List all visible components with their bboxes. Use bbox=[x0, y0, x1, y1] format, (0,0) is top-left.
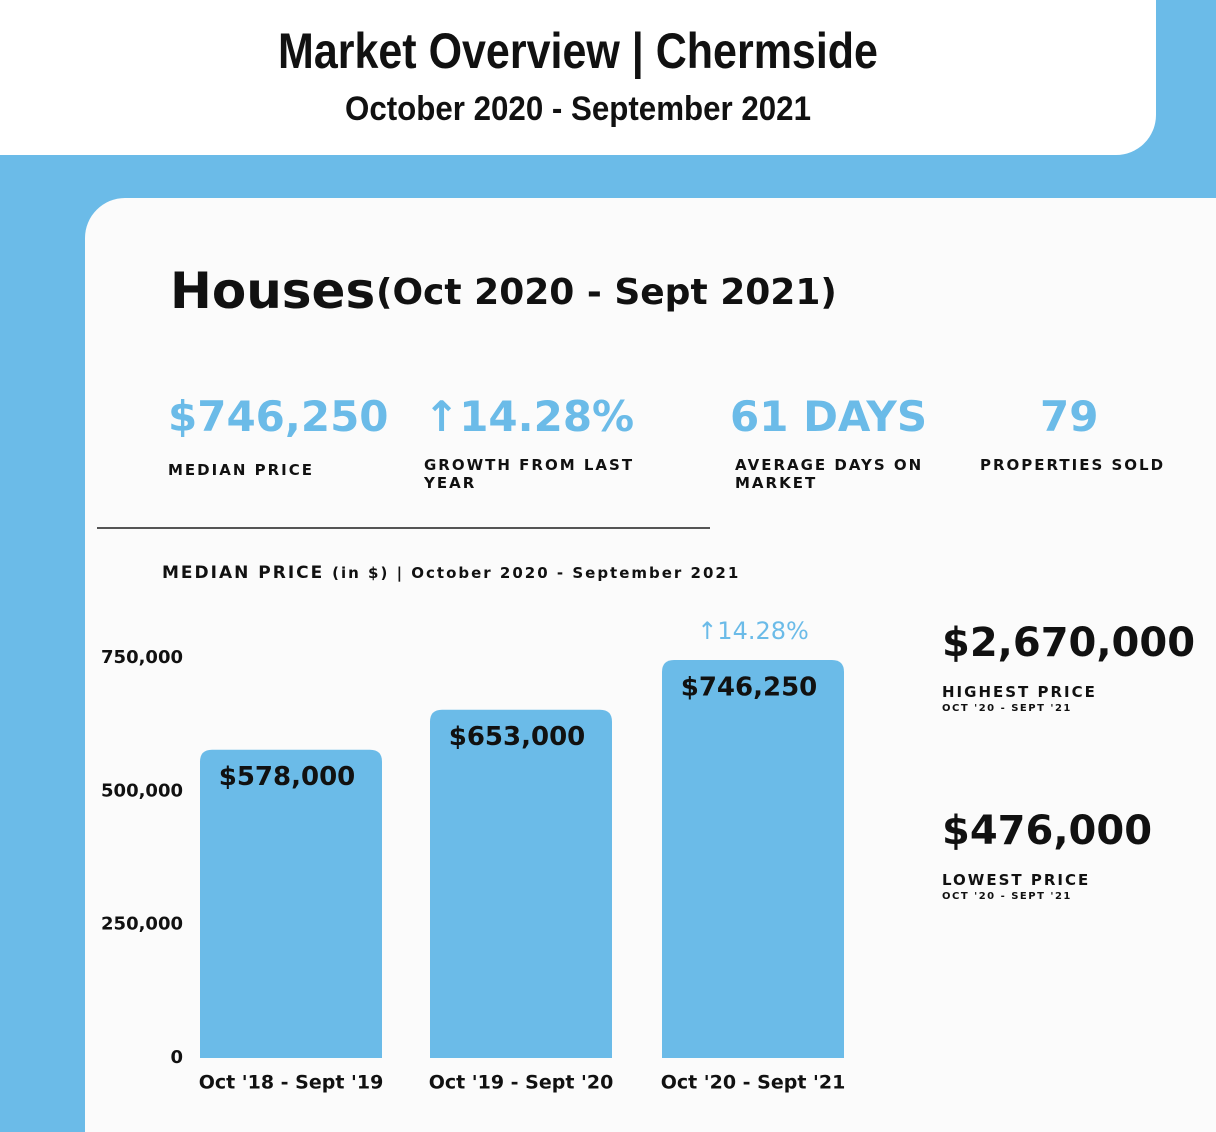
stat-label: PROPERTIES SOLD bbox=[980, 456, 1166, 474]
stat-value: $746,250 bbox=[168, 392, 389, 441]
stat-value: 61 DAYS bbox=[730, 392, 928, 441]
bar bbox=[662, 660, 844, 1058]
chart-title: MEDIAN PRICE bbox=[162, 563, 325, 583]
y-tick-label: 0 bbox=[170, 1047, 183, 1068]
y-tick-label: 500,000 bbox=[101, 780, 183, 801]
highlight-period: OCT '20 - SEPT '21 bbox=[942, 891, 1072, 902]
chart-title-block: MEDIAN PRICE (in $) | October 2020 - Sep… bbox=[162, 563, 740, 583]
section-period: (Oct 2020 - Sept 2021) bbox=[376, 272, 837, 313]
header-card bbox=[0, 0, 1156, 155]
x-tick-label: Oct '18 - Sept '19 bbox=[199, 1072, 384, 1094]
stat-label: AVERAGE DAYS ON MARKET bbox=[735, 456, 924, 492]
value-label: $746,250 bbox=[681, 673, 818, 703]
x-tick-label: Oct '19 - Sept '20 bbox=[429, 1072, 614, 1094]
highlight-label: HIGHEST PRICE bbox=[942, 683, 1097, 701]
stat-value: 79 bbox=[1040, 392, 1099, 441]
highlight-value: $2,670,000 bbox=[942, 620, 1196, 666]
stat-label: MEDIAN PRICE bbox=[168, 461, 314, 479]
bar bbox=[430, 709, 612, 1058]
section-heading: Houses bbox=[170, 262, 376, 320]
bar bbox=[200, 749, 382, 1058]
value-label: $653,000 bbox=[449, 722, 586, 752]
stat-value: ↑14.28% bbox=[424, 392, 635, 441]
chart-subtitle: (in $) | October 2020 - September 2021 bbox=[332, 564, 741, 582]
y-tick-label: 750,000 bbox=[101, 647, 183, 668]
highlight-period: OCT '20 - SEPT '21 bbox=[942, 703, 1072, 714]
value-label: $578,000 bbox=[219, 762, 356, 792]
page-title: Market Overview | Chermside bbox=[278, 23, 878, 79]
stat-label: GROWTH FROM LAST YEAR bbox=[424, 456, 635, 492]
annotation: ↑14.28% bbox=[697, 617, 809, 645]
highlight-label: LOWEST PRICE bbox=[942, 871, 1091, 889]
x-tick-label: Oct '20 - Sept '21 bbox=[661, 1072, 846, 1094]
separator bbox=[97, 527, 710, 529]
page-subtitle: October 2020 - September 2021 bbox=[345, 90, 811, 128]
highlight-value: $476,000 bbox=[942, 808, 1153, 854]
y-tick-label: 250,000 bbox=[101, 914, 183, 935]
